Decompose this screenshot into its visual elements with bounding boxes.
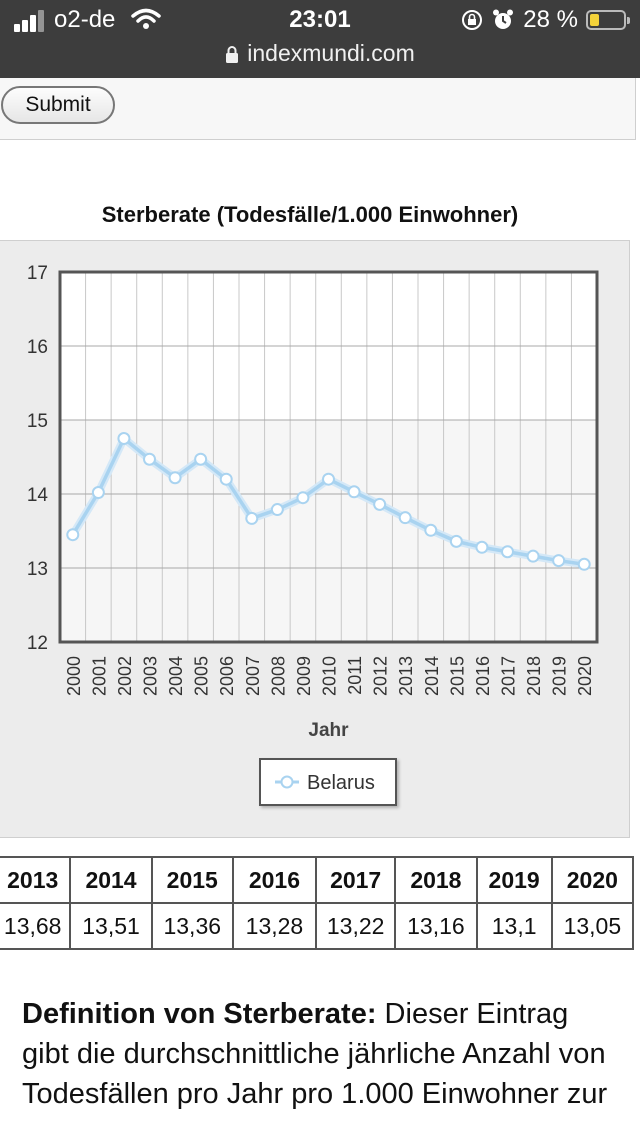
x-tick-label: 2016 bbox=[473, 656, 493, 696]
clock-time: 23:01 bbox=[289, 6, 351, 33]
lock-icon bbox=[226, 46, 239, 63]
chart-legend[interactable]: Belarus bbox=[259, 758, 397, 806]
x-tick-label: 2006 bbox=[217, 656, 237, 696]
x-tick-label: 2015 bbox=[447, 656, 467, 696]
x-tick-label: 2012 bbox=[371, 656, 391, 696]
submit-button[interactable]: Submit bbox=[1, 86, 115, 124]
x-tick-label: 2019 bbox=[550, 656, 570, 696]
data-point bbox=[501, 545, 514, 559]
x-tick-label: 2020 bbox=[575, 656, 595, 696]
definition-text: Dieser Eintrag gibt die durchschnittlich… bbox=[22, 998, 608, 1110]
x-tick-label: 2010 bbox=[320, 656, 340, 696]
data-point bbox=[449, 534, 463, 548]
y-tick-label: 12 bbox=[27, 633, 48, 654]
data-point bbox=[91, 486, 105, 500]
table-header-row: 2013 2014 2015 2016 2017 2018 2019 2020 bbox=[0, 856, 635, 904]
x-tick-label: 2007 bbox=[243, 656, 263, 696]
data-point bbox=[117, 432, 131, 445]
y-tick-label: 13 bbox=[27, 559, 48, 580]
data-point bbox=[398, 511, 412, 525]
y-tick-label: 15 bbox=[27, 411, 48, 432]
data-point bbox=[475, 540, 489, 554]
x-tick-label: 2002 bbox=[115, 656, 135, 696]
carrier-name: o2-de bbox=[54, 6, 116, 33]
cellular-signal-icon bbox=[14, 10, 48, 32]
chart-title: Sterberate (Todesfälle/1.000 Einwohner) bbox=[101, 202, 519, 227]
table-cell: 13,28 bbox=[231, 902, 318, 950]
x-tick-label: 2005 bbox=[192, 656, 212, 696]
table-cell: 13,68 bbox=[0, 902, 72, 950]
table-header-cell: 2014 bbox=[69, 856, 153, 904]
data-point bbox=[322, 472, 335, 486]
table-header-cell: 2018 bbox=[394, 856, 478, 904]
table-header-cell: 2015 bbox=[150, 856, 234, 904]
definition-term: Definition von Sterberate: bbox=[22, 998, 377, 1030]
death-rate-line-chart: 12 13 14 15 16 17 2000 2001 2002 2003 2004 2005 2006… bbox=[27, 263, 599, 741]
status-bar: o2-de 23:01 28 % bbox=[0, 0, 640, 78]
data-point bbox=[245, 511, 259, 525]
battery-level-fill bbox=[590, 14, 599, 26]
url-text: indexmundi.com bbox=[247, 40, 415, 66]
table-cell: 13,1 bbox=[475, 902, 553, 950]
table-header-cell: 2017 bbox=[315, 856, 397, 904]
table-cell: 13,16 bbox=[394, 902, 478, 950]
x-tick-label: 2000 bbox=[64, 656, 84, 696]
table-row: 13,68 13,51 13,36 13,28 13,22 13,16 13,1 13,05 bbox=[0, 902, 635, 950]
data-point bbox=[296, 491, 310, 505]
address-bar[interactable]: indexmundi.com bbox=[0, 40, 640, 67]
x-tick-label: 2013 bbox=[396, 656, 416, 696]
x-tick-label: 2018 bbox=[524, 656, 544, 696]
data-point bbox=[347, 485, 361, 499]
data-point bbox=[66, 528, 80, 542]
data-point bbox=[219, 472, 233, 486]
data-point bbox=[552, 554, 566, 568]
y-tick-label: 14 bbox=[27, 485, 49, 506]
data-point bbox=[194, 452, 208, 466]
form-container: Submit bbox=[0, 78, 636, 140]
x-tick-label: 2014 bbox=[422, 656, 442, 696]
table-cell: 13,51 bbox=[69, 902, 153, 950]
battery-icon bbox=[586, 10, 630, 30]
data-table: 2013 2014 2015 2016 2017 2018 2019 2020 13,68 13… bbox=[0, 856, 635, 950]
wifi-icon bbox=[131, 8, 161, 29]
x-tick-label: 2009 bbox=[294, 656, 314, 696]
data-point bbox=[373, 497, 387, 511]
x-tick-label: 2017 bbox=[499, 656, 519, 696]
data-point bbox=[168, 471, 182, 485]
x-axis-label: Jahr bbox=[308, 720, 349, 741]
plot-border bbox=[58, 270, 599, 644]
definition-paragraph: Definition von Sterberate: Dieser Eintra… bbox=[22, 994, 622, 1114]
table-cell: 13,36 bbox=[150, 902, 234, 950]
x-tick-label: 2004 bbox=[166, 656, 186, 696]
battery-percent: 28 % bbox=[523, 6, 578, 33]
x-tick-label: 2011 bbox=[345, 656, 365, 695]
data-point bbox=[526, 549, 540, 563]
data-point bbox=[424, 523, 438, 537]
alarm-icon bbox=[493, 9, 514, 29]
y-tick-label: 17 bbox=[27, 263, 48, 284]
table-cell: 13,22 bbox=[315, 902, 397, 950]
x-tick-label: 2008 bbox=[268, 656, 288, 696]
y-tick-label: 16 bbox=[27, 337, 48, 358]
x-tick-label: 2003 bbox=[141, 656, 161, 696]
data-point bbox=[577, 557, 591, 571]
legend-label-belarus: Belarus bbox=[307, 772, 375, 794]
table-header-cell: 2020 bbox=[550, 856, 635, 904]
legend-series-marker bbox=[275, 775, 299, 789]
table-header-cell: 2016 bbox=[231, 856, 318, 904]
data-point bbox=[270, 503, 284, 517]
rotation-lock-icon bbox=[462, 10, 483, 30]
table-header-cell: 2013 bbox=[0, 856, 72, 904]
data-point bbox=[143, 452, 156, 466]
x-tick-label: 2001 bbox=[89, 656, 109, 696]
table-cell: 13,05 bbox=[550, 902, 635, 950]
table-header-cell: 2019 bbox=[475, 856, 553, 904]
